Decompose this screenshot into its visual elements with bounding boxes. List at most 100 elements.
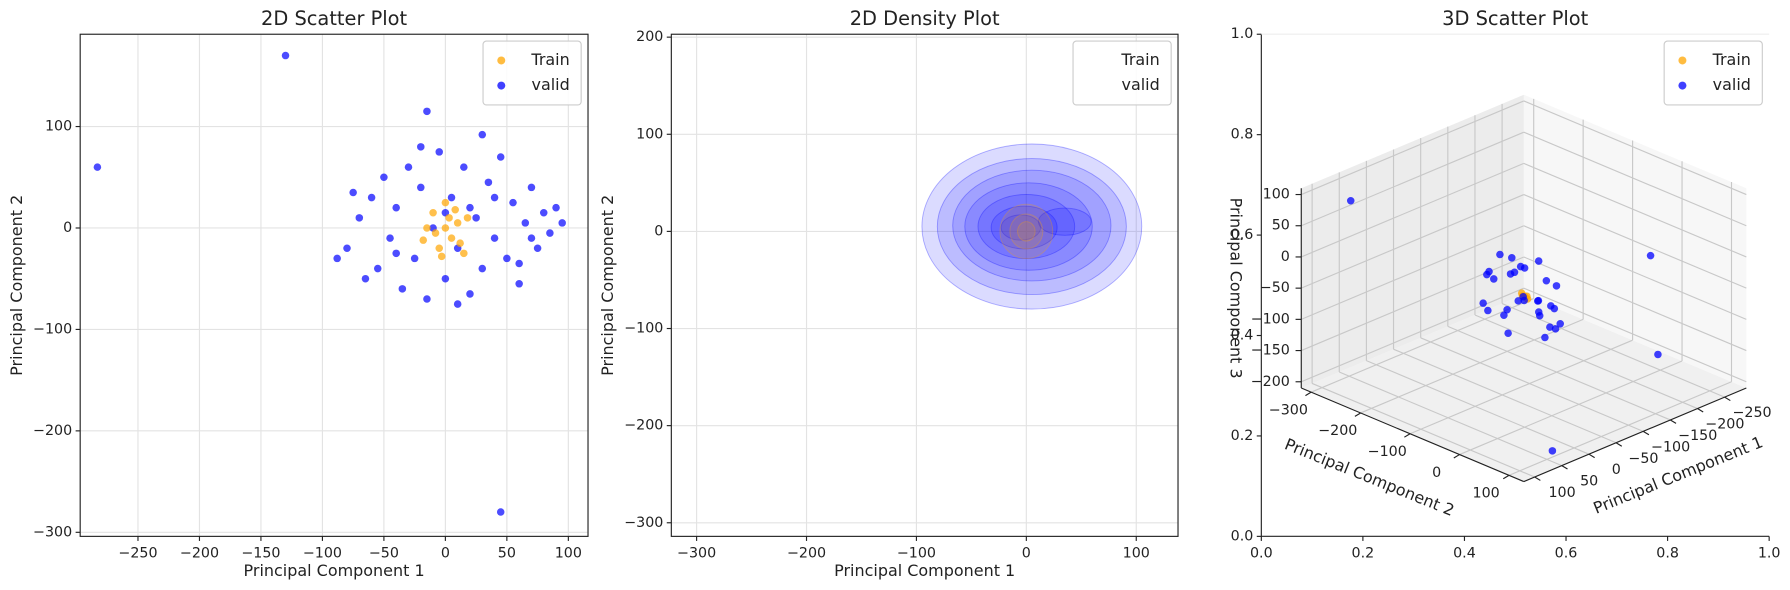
scatter-point <box>509 198 517 207</box>
scatter-point <box>515 259 523 268</box>
grid-line <box>1523 225 1747 320</box>
scatter-point <box>1514 297 1523 305</box>
grid-line <box>1339 371 1563 467</box>
y-tick-label: −200 <box>624 418 663 434</box>
x-axis-label: Principal Component 1 <box>834 561 1015 580</box>
scatter-point <box>527 234 536 242</box>
y-tick <box>1305 391 1312 397</box>
legend-label: valid <box>1713 75 1751 94</box>
chart-title: 3D Scatter Plot <box>1442 7 1588 30</box>
scatter-point <box>527 183 536 192</box>
y-tick-label: −100 <box>33 321 72 337</box>
plot-frame <box>79 33 589 537</box>
scatter-point <box>490 193 499 202</box>
x-tick-label: 0 <box>441 545 450 561</box>
y-tick-label: 0 <box>63 220 72 236</box>
y-tick-label: −300 <box>33 524 72 540</box>
scatter-point <box>472 214 480 222</box>
scatter-point <box>441 224 450 232</box>
y-tick-label: 100 <box>1473 486 1500 502</box>
scatter-point <box>1550 304 1559 313</box>
scatter-point <box>367 193 376 202</box>
x-tick-label: 0.8 <box>1656 545 1679 561</box>
grid-line <box>1523 256 1747 352</box>
scatter-point <box>521 219 530 227</box>
scatter-point <box>437 252 446 261</box>
x-tick-label: 0.0 <box>1250 545 1273 561</box>
x-tick <box>1561 465 1568 470</box>
scatter-point <box>1534 308 1543 316</box>
scatter-point <box>1541 333 1549 342</box>
scatter-point <box>453 219 462 227</box>
scatter-point <box>546 229 554 237</box>
grid-line <box>1409 339 1633 435</box>
density-contour <box>964 182 1093 271</box>
legend-box <box>1072 40 1172 106</box>
axis-line <box>1301 387 1525 483</box>
y-tick-label: −300 <box>624 515 663 531</box>
x-tick <box>1534 476 1541 481</box>
legend-marker <box>1678 81 1687 90</box>
legend-label: Train <box>1712 50 1751 69</box>
grid-line <box>1523 131 1747 227</box>
z-tick-label: −50 <box>1260 280 1290 296</box>
grid-line <box>1393 348 1617 444</box>
x-tick-label: 0.4 <box>1453 545 1476 561</box>
chart-title: 2D Density Plot <box>850 7 1000 30</box>
scatter-point <box>355 214 364 222</box>
scatter-point <box>1508 254 1516 262</box>
scatter-point <box>496 508 505 516</box>
x-tick-label: −250 <box>1732 405 1771 421</box>
scatter-point <box>496 153 505 161</box>
y-tick-label: 0.6 <box>1231 227 1254 243</box>
x-tick <box>1670 419 1677 424</box>
scatter-point <box>503 254 511 263</box>
x-tick-label: −200 <box>787 545 826 561</box>
x-tick-label: −300 <box>677 545 716 561</box>
density-contour <box>977 194 1076 260</box>
scatter-point <box>417 143 425 151</box>
z-tick-label: 100 <box>1263 187 1290 203</box>
scatter-point <box>1500 311 1508 319</box>
legend-box <box>482 40 582 106</box>
x-tick-label: 0 <box>1612 462 1621 478</box>
y-tick-label: 100 <box>636 126 663 142</box>
scatter-point <box>460 163 468 171</box>
scatter-point <box>1556 320 1564 328</box>
legend-marker <box>497 56 506 65</box>
y-axis-label: Principal Component 2 <box>7 195 26 376</box>
z-tick-label: 50 <box>1272 218 1290 234</box>
scatter-point <box>1520 264 1529 272</box>
scatter-point <box>539 209 548 217</box>
grid-line <box>1447 325 1671 421</box>
scatter-point <box>423 107 431 116</box>
density-contour <box>921 143 1143 310</box>
y-tick <box>1453 454 1460 459</box>
scatter-point <box>410 254 419 263</box>
y-tick-label: −100 <box>624 321 663 337</box>
legend-label: Train <box>530 50 569 69</box>
scatter-point <box>1496 250 1504 259</box>
y-tick-label: −200 <box>1318 423 1357 439</box>
x-tick-label: 100 <box>1123 545 1150 561</box>
scatter-point <box>441 198 450 207</box>
scatter-point <box>435 244 443 253</box>
x-tick-label: 0.6 <box>1555 545 1578 561</box>
grid-line <box>1301 162 1525 258</box>
scatter-point <box>404 163 413 171</box>
y-tick <box>1354 412 1361 417</box>
legend-label: valid <box>532 75 570 94</box>
scatter-point <box>349 188 357 197</box>
scatter-point <box>1479 299 1487 307</box>
plot-frame <box>670 33 1179 537</box>
scatter-point <box>453 300 462 308</box>
y-tick-label: 0.4 <box>1231 328 1254 344</box>
chart-title: 2D Scatter Plot <box>261 7 407 30</box>
y-tick-label: −300 <box>1269 402 1308 418</box>
scatter-point <box>1510 268 1519 277</box>
legend-label: valid <box>1122 75 1160 94</box>
scatter-point <box>456 239 464 247</box>
z-tick-label: −200 <box>1251 374 1290 390</box>
scatter-point <box>460 249 468 258</box>
